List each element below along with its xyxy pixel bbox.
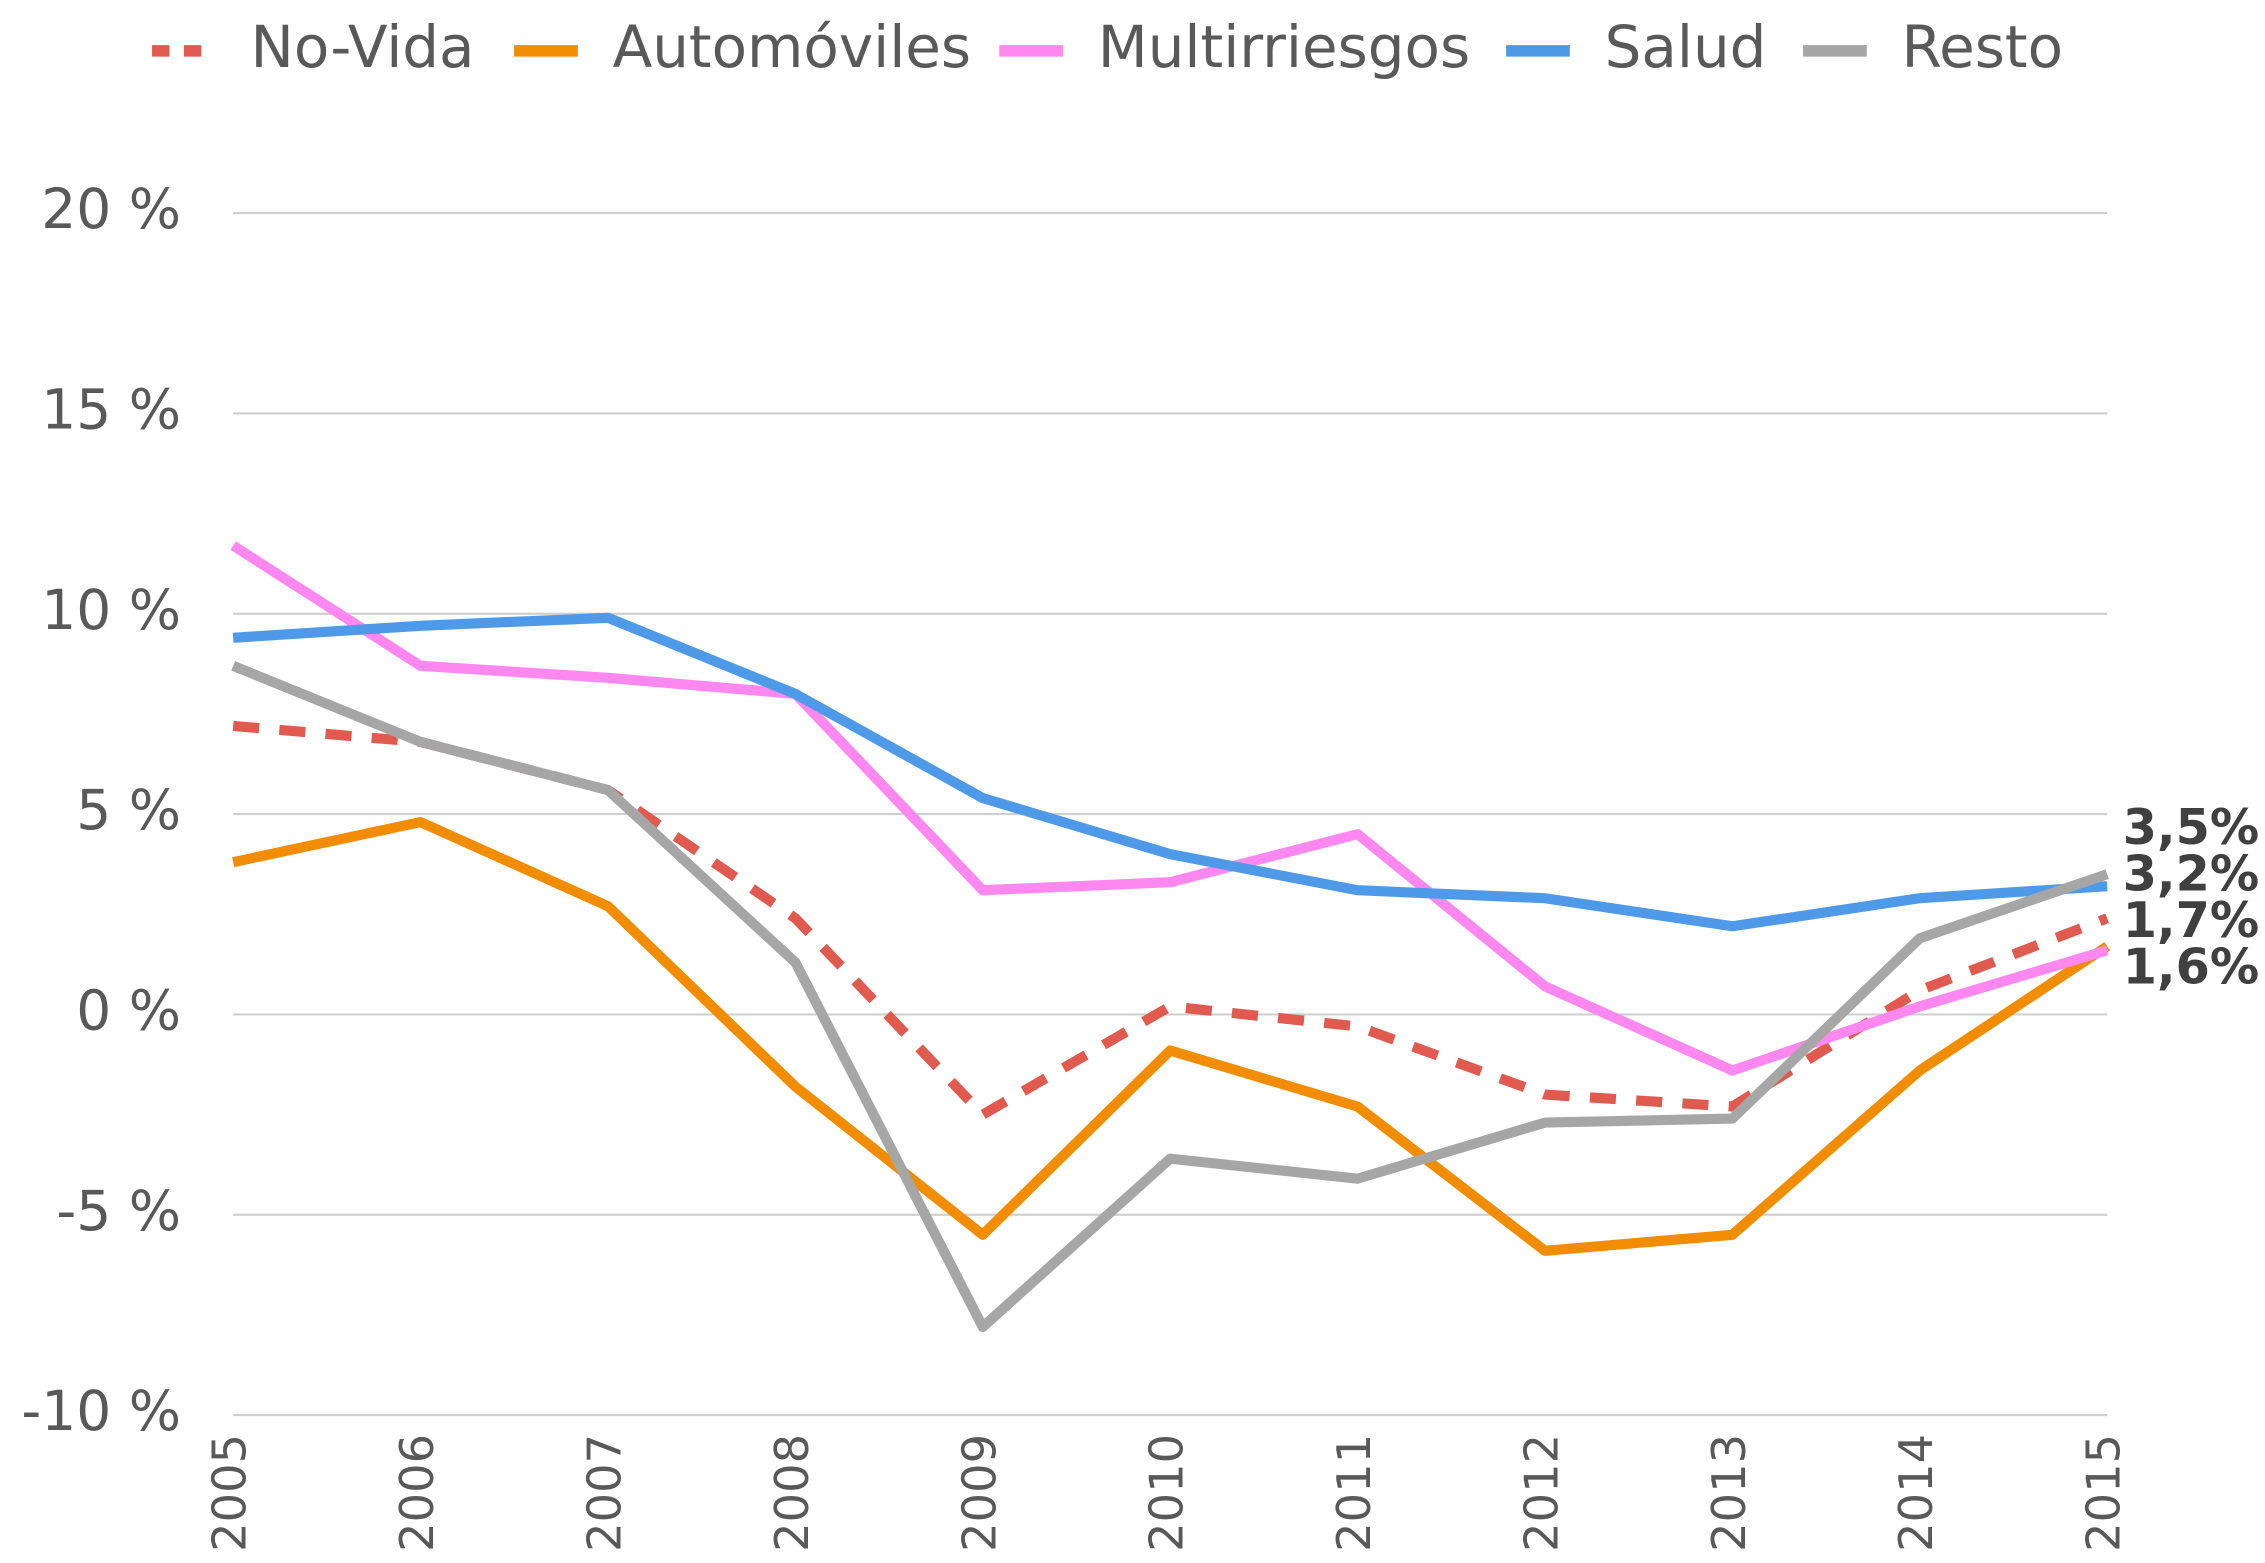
y-tick-label: 10 % <box>41 578 181 642</box>
line-series <box>232 817 2110 1256</box>
x-tick-label: 2012 <box>1514 1434 1568 1552</box>
x-tick-label: 2005 <box>203 1434 257 1552</box>
line-series <box>230 541 2109 1076</box>
y-tick-label: -5 % <box>56 1179 181 1243</box>
x-tick-label: 2011 <box>1327 1434 1381 1552</box>
legend-label: Salud <box>1605 13 1767 81</box>
data-label: 3,5% <box>2123 798 2260 856</box>
legend-label: No-Vida <box>251 13 475 81</box>
data-label: 3,2% <box>2123 845 2260 903</box>
data-label: 1,6% <box>2123 937 2260 995</box>
data-label: 1,7% <box>2123 891 2260 949</box>
legend-label: Automóviles <box>613 13 972 81</box>
x-tick-label: 2008 <box>765 1434 819 1552</box>
y-tick-label: -10 % <box>21 1379 181 1443</box>
y-tick-label: 20 % <box>41 177 181 241</box>
x-tick-label: 2009 <box>952 1434 1006 1552</box>
legend-label: Resto <box>1901 13 2063 81</box>
x-tick-label: 2010 <box>1140 1434 1194 1552</box>
x-tick-label: 2006 <box>390 1434 444 1552</box>
line-series <box>232 612 2108 932</box>
legend-label: Multirriesgos <box>1098 13 1470 81</box>
y-tick-label: 0 % <box>76 979 181 1043</box>
y-tick-label: 5 % <box>76 778 181 842</box>
x-tick-label: 2013 <box>1702 1434 1756 1552</box>
x-tick-label: 2015 <box>2077 1434 2131 1552</box>
y-tick-label: 15 % <box>41 378 181 442</box>
x-tick-label: 2014 <box>1889 1434 1943 1552</box>
x-tick-label: 2007 <box>577 1434 631 1552</box>
line-series <box>231 661 2109 1333</box>
